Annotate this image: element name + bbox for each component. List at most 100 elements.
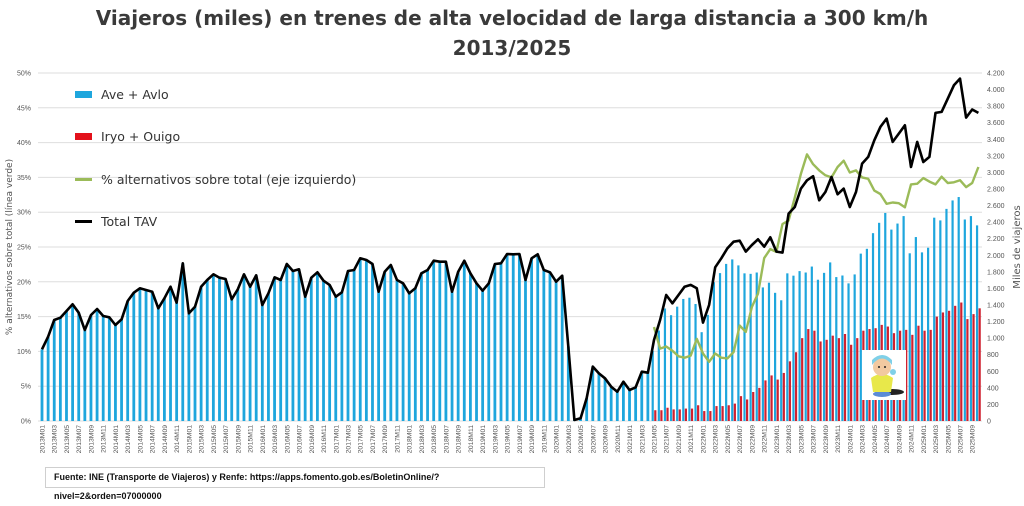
bar-iryo-ouigo xyxy=(678,409,681,421)
bar-ave-avlo xyxy=(835,277,838,421)
x-tick-label: 2022M01 xyxy=(700,425,707,454)
x-tick-label: 2019M01 xyxy=(480,425,487,454)
bar-ave-avlo xyxy=(230,299,234,421)
bar-ave-avlo xyxy=(975,225,979,421)
x-tick-label: 2024M07 xyxy=(884,425,891,454)
bar-ave-avlo xyxy=(481,290,485,421)
bar-iryo-ouigo xyxy=(782,372,785,421)
bar-iryo-ouigo xyxy=(654,410,657,421)
bar-ave-avlo xyxy=(224,278,227,421)
bar-ave-avlo xyxy=(71,304,74,421)
x-tick-label: 2014M03 xyxy=(125,425,132,454)
bar-ave-avlo xyxy=(475,283,478,421)
legend-swatch-blue xyxy=(75,91,92,98)
bar-iryo-ouigo xyxy=(813,330,816,421)
bar-ave-avlo xyxy=(420,273,423,421)
right-tick-label: 800 xyxy=(987,352,999,359)
x-tick-label: 2016M03 xyxy=(272,425,279,454)
bar-iryo-ouigo xyxy=(684,408,687,421)
bar-ave-avlo xyxy=(499,263,503,421)
chart-title: Viajeros (miles) en trenes de alta veloc… xyxy=(95,6,929,30)
bar-ave-avlo xyxy=(297,269,301,421)
bar-ave-avlo xyxy=(816,279,820,421)
bar-ave-avlo xyxy=(749,273,752,421)
x-tick-label: 2018M05 xyxy=(431,425,438,454)
bar-ave-avlo xyxy=(340,292,344,421)
bar-ave-avlo xyxy=(144,290,148,421)
bar-ave-avlo xyxy=(669,315,673,421)
bar-iryo-ouigo xyxy=(697,405,700,421)
bar-ave-avlo xyxy=(77,312,81,421)
bar-ave-avlo xyxy=(718,273,722,421)
bar-ave-avlo xyxy=(132,292,136,421)
bar-ave-avlo xyxy=(536,254,540,421)
line-pct-alternativos xyxy=(652,153,980,363)
left-axis-ticks: 0% 5% 10% 15% 20% 25% 30% 35% 40% 45% 50% xyxy=(17,71,31,426)
bar-ave-avlo xyxy=(303,296,307,421)
x-tick-label: 2015M07 xyxy=(223,425,230,454)
legend-swatch-black-line xyxy=(75,220,92,223)
bar-ave-avlo xyxy=(865,248,868,421)
bar-ave-avlo xyxy=(346,271,350,421)
left-tick-label: 0% xyxy=(21,419,31,426)
bar-ave-avlo xyxy=(444,261,448,421)
right-tick-label: 1.000 xyxy=(987,336,1005,343)
bar-ave-avlo xyxy=(774,292,777,421)
right-tick-label: 3.000 xyxy=(987,170,1005,177)
bar-ave-avlo xyxy=(908,253,911,421)
bar-iryo-ouigo xyxy=(941,312,945,421)
x-tick-label: 2015M03 xyxy=(199,425,206,454)
bar-ave-avlo xyxy=(548,272,552,421)
bar-iryo-ouigo xyxy=(801,338,804,421)
bar-ave-avlo xyxy=(456,271,460,421)
bar-ave-avlo xyxy=(364,260,368,421)
x-tick-label: 2016M05 xyxy=(284,425,291,454)
legend-label: Iryo + Ouigo xyxy=(101,129,181,144)
legend-iryo-ouigo: Iryo + Ouigo xyxy=(75,129,180,144)
bar-ave-avlo xyxy=(450,291,454,421)
bar-ave-avlo xyxy=(743,273,746,421)
bar-ave-avlo xyxy=(511,254,515,421)
bar-iryo-ouigo xyxy=(825,339,828,421)
bar-ave-avlo xyxy=(628,390,631,421)
bar-ave-avlo xyxy=(878,222,881,421)
x-tick-label: 2020M01 xyxy=(554,425,561,454)
bar-ave-avlo xyxy=(95,308,99,421)
bar-ave-avlo xyxy=(646,372,650,421)
bar-ave-avlo xyxy=(939,220,942,421)
bar-ave-avlo xyxy=(804,272,807,421)
bar-ave-avlo xyxy=(169,286,172,421)
x-tick-label: 2022M11 xyxy=(762,425,769,453)
bar-ave-avlo xyxy=(383,271,387,421)
x-tick-label: 2025M05 xyxy=(945,425,952,454)
bar-ave-avlo xyxy=(712,282,715,421)
bar-ave-avlo xyxy=(156,308,160,421)
x-tick-label: 2017M03 xyxy=(346,425,353,454)
bar-ave-avlo xyxy=(542,269,546,421)
bar-ave-avlo xyxy=(737,265,740,421)
bar-ave-avlo xyxy=(101,316,105,421)
x-tick-label: 2025M01 xyxy=(921,425,928,454)
bar-iryo-ouigo xyxy=(966,319,969,421)
x-tick-label: 2016M09 xyxy=(309,425,316,454)
x-tick-label: 2021M03 xyxy=(639,425,646,454)
bar-ave-avlo xyxy=(902,216,905,421)
x-tick-label: 2014M09 xyxy=(162,425,169,454)
bar-iryo-ouigo xyxy=(727,405,730,421)
bar-ave-avlo xyxy=(395,279,399,421)
x-tick-label: 2022M09 xyxy=(749,425,756,454)
bar-ave-avlo xyxy=(316,272,319,421)
bar-ave-avlo xyxy=(566,346,570,421)
x-tick-label: 2014M11 xyxy=(174,425,181,453)
x-tick-label: 2014M01 xyxy=(113,425,120,454)
x-tick-label: 2023M09 xyxy=(823,425,830,454)
x-tick-label: 2023M07 xyxy=(811,425,818,454)
bar-ave-avlo xyxy=(560,275,564,421)
bar-ave-avlo xyxy=(236,289,240,421)
bar-ave-avlo xyxy=(199,286,203,421)
x-tick-label: 2013M11 xyxy=(101,425,108,453)
bar-ave-avlo xyxy=(884,212,887,421)
x-tick-label: 2019M07 xyxy=(517,425,524,454)
bar-ave-avlo xyxy=(89,315,93,421)
x-tick-label: 2021M11 xyxy=(688,425,695,453)
